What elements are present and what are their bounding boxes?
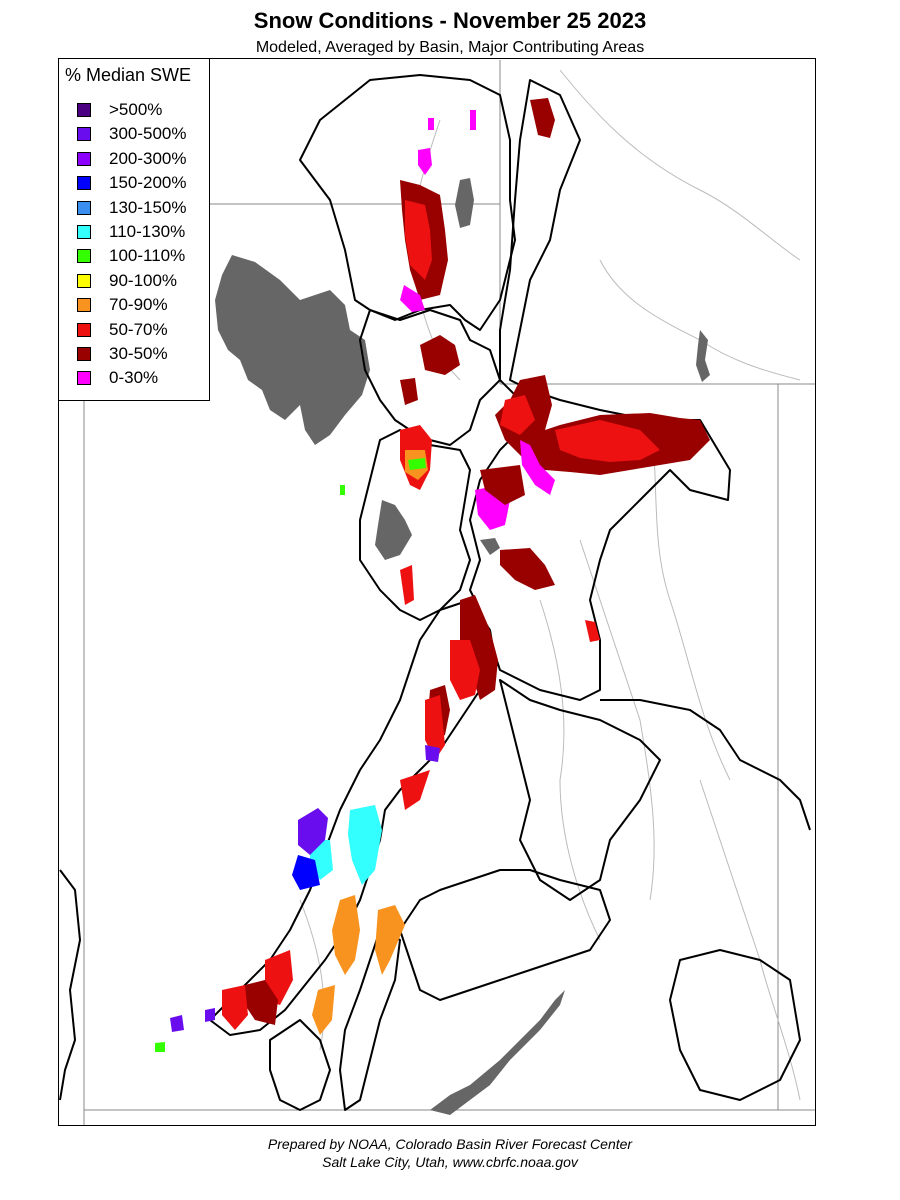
patch-30-50	[500, 548, 555, 590]
colorado-main	[600, 699, 811, 831]
strawberry-res	[480, 538, 500, 555]
legend: % Median SWE >500% 300-500% 200-300% 150-20…	[58, 58, 210, 401]
lakes	[215, 178, 710, 1115]
legend-label: 150-200%	[109, 173, 187, 193]
patch-300-500	[425, 745, 440, 762]
patch-0-30	[418, 148, 432, 175]
patch-0-30	[428, 118, 434, 130]
patch-70-90	[312, 985, 335, 1035]
legend-item: 200-300%	[77, 148, 187, 170]
legend-label: 200-300%	[109, 148, 187, 168]
patch-100-110	[340, 485, 345, 495]
virgin-basin	[269, 1019, 331, 1111]
east-side	[669, 949, 801, 1101]
legend-item: 0-30%	[77, 367, 158, 389]
patch-50-70	[450, 640, 480, 700]
map-title: Snow Conditions - November 25 2023	[253, 8, 647, 33]
credit-line-1: Prepared by NOAA, Colorado Basin River F…	[267, 1136, 633, 1152]
legend-swatch	[77, 298, 91, 313]
legend-item: 110-130%	[77, 221, 185, 243]
legend-item: 130-150%	[77, 197, 187, 219]
legend-item: 70-90%	[77, 294, 168, 316]
patch-50-70	[425, 695, 445, 760]
legend-item: 90-100%	[77, 270, 177, 292]
legend-swatch	[77, 225, 91, 239]
patch-70-90	[375, 905, 405, 975]
patch-70-90	[332, 895, 360, 975]
legend-swatch	[77, 103, 91, 117]
patch-300-500	[170, 1015, 184, 1032]
map-subtitle: Modeled, Averaged by Basin, Major Contri…	[255, 39, 645, 56]
snow-map	[58, 58, 816, 1126]
patch-50-70	[405, 200, 432, 280]
legend-item: 300-500%	[77, 123, 187, 145]
patch-100-110	[408, 458, 426, 470]
legend-swatch	[77, 127, 91, 142]
west-edge	[59, 869, 81, 1101]
legend-label: 0-30%	[109, 368, 159, 388]
patch-110-130	[348, 805, 382, 885]
patch-30-50	[420, 335, 460, 375]
legend-item: >500%	[77, 99, 162, 121]
legend-label: 130-150%	[109, 197, 187, 217]
patch-30-50	[245, 980, 278, 1025]
legend-label: >500%	[109, 100, 163, 119]
legend-item: 100-110%	[77, 245, 185, 267]
legend-swatch	[77, 176, 91, 191]
weber-basin	[359, 309, 501, 446]
great-salt-lake	[215, 255, 370, 445]
legend-swatch	[77, 273, 91, 288]
patch-30-50	[460, 595, 498, 700]
bear-lake	[455, 178, 474, 228]
sevier-basin	[209, 599, 496, 1036]
patch-100-110	[155, 1042, 165, 1052]
legend-label: 100-110%	[109, 246, 186, 266]
legend-label: 90-100%	[109, 270, 178, 290]
legend-swatch	[77, 322, 91, 337]
legend-item: 30-50%	[77, 343, 168, 365]
patch-30-50	[480, 465, 525, 505]
legend-label: 70-90%	[109, 295, 168, 315]
patch-0-30	[400, 285, 425, 312]
legend-label: 50-70%	[109, 319, 168, 339]
credit-line-2: Salt Lake City, Utah, www.cbrfc.noaa.gov	[322, 1154, 578, 1170]
legend-item: 150-200%	[77, 172, 187, 194]
patch-0-30	[520, 440, 555, 495]
patch-ne-red2	[500, 395, 535, 435]
price-basin	[499, 679, 661, 901]
escalante	[339, 929, 401, 1111]
patch-300-500	[205, 1008, 215, 1022]
patch-300-500	[298, 808, 328, 855]
snow-patches	[155, 98, 710, 1052]
bear-basin	[299, 74, 516, 331]
legend-swatch	[77, 249, 91, 264]
patch-50-70	[400, 565, 414, 605]
patch-150-200	[292, 855, 320, 890]
legend-swatch	[77, 200, 91, 215]
patch-50-70	[585, 620, 600, 642]
patch-30-50	[400, 378, 418, 405]
legend-label: 110-130%	[109, 222, 186, 241]
legend-label: 300-500%	[109, 124, 187, 144]
flaming-gorge	[696, 330, 710, 382]
provo-basin	[359, 429, 471, 621]
patch-50-70	[400, 770, 430, 810]
patch-50-70	[222, 985, 248, 1030]
legend-swatch	[77, 347, 91, 361]
legend-title: % Median SWE	[65, 65, 192, 85]
dirty-devil	[399, 869, 611, 1001]
lake-powell	[430, 990, 565, 1115]
patch-30-50	[530, 98, 555, 138]
patch-ne-red	[555, 420, 660, 462]
patch-0-30	[470, 110, 476, 130]
legend-swatch	[77, 151, 91, 166]
utah-lake	[375, 500, 412, 560]
legend-label: 30-50%	[109, 344, 168, 363]
legend-item: 50-70%	[77, 319, 168, 341]
legend-swatch	[77, 371, 91, 386]
